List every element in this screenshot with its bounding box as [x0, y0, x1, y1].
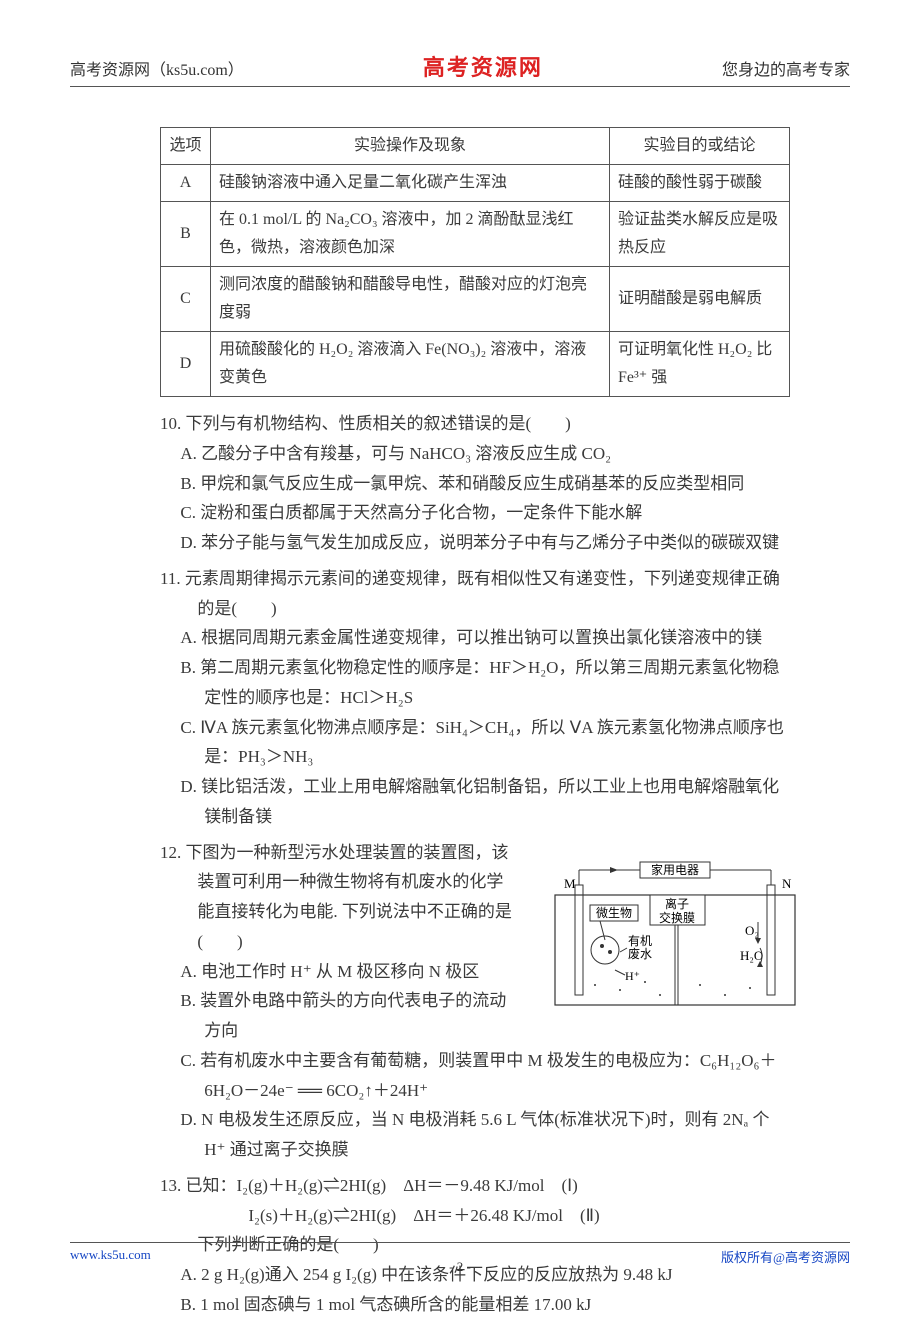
- q13-line2: I₂(s)＋H₂(g)⇌2HI(g) ΔH＝＋26.48 KJ/mol (Ⅱ): [160, 1201, 790, 1231]
- content: 选项 实验操作及现象 实验目的或结论 A 硅酸钠溶液中通入足量二氧化碳产生浑浊 …: [70, 127, 850, 1320]
- q12-A: A. 电池工作时 H⁺ 从 M 极区移向 N 极区: [160, 957, 520, 987]
- cell-op: 在 0.1 mol/L 的 Na₂CO₃ 溶液中，加 2 滴酚酞显浅红色，微热，…: [211, 202, 610, 267]
- q12-diagram: 家用电器 M N 离子 交换膜 微生物: [550, 860, 800, 1010]
- diagram-M-label: M: [564, 876, 576, 891]
- q12-B: B. 装置外电路中箭头的方向代表电子的流动方向: [160, 986, 520, 1046]
- q10-B: B. 甲烷和氯气反应生成一氯甲烷、苯和硝酸反应生成硝基苯的反应类型相同: [160, 469, 790, 499]
- cell-op: 用硫酸酸化的 H₂O₂ 溶液滴入 Fe(NO₃)₂ 溶液中，溶液变黄色: [211, 332, 610, 397]
- question-12: 12. 下图为一种新型污水处理装置的装置图，该装置可利用一种微生物将有机废水的化…: [160, 838, 790, 1165]
- th-result: 实验目的或结论: [610, 128, 790, 165]
- header-center: 高考资源网: [423, 50, 543, 82]
- svg-text:交换膜: 交换膜: [659, 910, 695, 925]
- q12-stem: 12. 下图为一种新型污水处理装置的装置图，该装置可利用一种微生物将有机废水的化…: [160, 838, 520, 957]
- cell-res: 硅酸的酸性弱于碳酸: [610, 165, 790, 202]
- table-head-row: 选项 实验操作及现象 实验目的或结论: [161, 128, 790, 165]
- diagram-Hplus: H⁺: [625, 969, 640, 983]
- q10-C: C. 淀粉和蛋白质都属于天然高分子化合物，一定条件下能水解: [160, 498, 790, 528]
- q11-D: D. 镁比铝活泼，工业上用电解熔融氧化铝制备铝，所以工业上也用电解熔融氧化镁制备…: [160, 772, 790, 832]
- diagram-waste2: 废水: [628, 946, 652, 961]
- svg-text:离子: 离子: [665, 896, 689, 911]
- cell-op: 硅酸钠溶液中通入足量二氧化碳产生浑浊: [211, 165, 610, 202]
- q12-D: D. N 电极发生还原反应，当 N 电极消耗 5.6 L 气体(标准状况下)时，…: [160, 1105, 790, 1165]
- footer-center: - 2 -: [70, 1259, 850, 1275]
- table-row: D 用硫酸酸化的 H₂O₂ 溶液滴入 Fe(NO₃)₂ 溶液中，溶液变黄色 可证…: [161, 332, 790, 397]
- q11-A: A. 根据同周期元素金属性递变规律，可以推出钠可以置换出氯化镁溶液中的镁: [160, 623, 790, 653]
- question-11: 11. 元素周期律揭示元素间的递变规律，既有相似性又有递变性，下列递变规律正确的…: [160, 564, 790, 832]
- header-left: 高考资源网（ks5u.com）: [70, 56, 244, 80]
- cell-res: 可证明氧化性 H₂O₂ 比 Fe³⁺ 强: [610, 332, 790, 397]
- th-option: 选项: [161, 128, 211, 165]
- cell-opt: A: [161, 165, 211, 202]
- header-right: 您身边的高考专家: [722, 56, 850, 80]
- q11-stem: 11. 元素周期律揭示元素间的递变规律，既有相似性又有递变性，下列递变规律正确的…: [160, 564, 790, 624]
- page-header: 高考资源网（ks5u.com） 高考资源网 您身边的高考专家: [70, 50, 850, 87]
- diagram-H2O: H₂O: [740, 948, 763, 963]
- th-operation: 实验操作及现象: [211, 128, 610, 165]
- diagram-O2: O₂: [745, 923, 759, 938]
- q10-D: D. 苯分子能与氢气发生加成反应，说明苯分子中有与乙烯分子中类似的碳碳双键: [160, 528, 790, 558]
- q11-B: B. 第二周期元素氢化物稳定性的顺序是：HF＞H₂O，所以第三周期元素氢化物稳定…: [160, 653, 790, 713]
- diagram-appliance-label: 家用电器: [651, 862, 699, 877]
- diagram-microbe-label: 微生物: [596, 906, 632, 920]
- diagram-N-label: N: [782, 876, 792, 891]
- cell-opt: D: [161, 332, 211, 397]
- q10-stem: 10. 下列与有机物结构、性质相关的叙述错误的是( ): [160, 409, 790, 439]
- diagram-waste1: 有机: [628, 934, 652, 948]
- cell-op: 测同浓度的醋酸钠和醋酸导电性，醋酸对应的灯泡亮度弱: [211, 267, 610, 332]
- cell-res: 证明醋酸是弱电解质: [610, 267, 790, 332]
- cell-opt: B: [161, 202, 211, 267]
- q10-A: A. 乙酸分子中含有羧基，可与 NaHCO₃ 溶液反应生成 CO₂: [160, 439, 790, 469]
- table-row: B 在 0.1 mol/L 的 Na₂CO₃ 溶液中，加 2 滴酚酞显浅红色，微…: [161, 202, 790, 267]
- q13-B: B. 1 mol 固态碘与 1 mol 气态碘所含的能量相差 17.00 kJ: [160, 1290, 790, 1320]
- q11-C: C. ⅣA 族元素氢化物沸点顺序是：SiH₄＞CH₄，所以 ⅤA 族元素氢化物沸…: [160, 713, 790, 773]
- q13-stem: 13. 已知：I₂(g)＋H₂(g)⇌2HI(g) ΔH＝－9.48 KJ/mo…: [160, 1171, 790, 1201]
- page-footer: www.ks5u.com - 2 - 版权所有@高考资源网: [70, 1242, 850, 1266]
- q12-C: C. 若有机废水中主要含有葡萄糖，则装置甲中 M 极发生的电极应为：C₆H₁₂O…: [160, 1046, 790, 1106]
- table-row: A 硅酸钠溶液中通入足量二氧化碳产生浑浊 硅酸的酸性弱于碳酸: [161, 165, 790, 202]
- question-10: 10. 下列与有机物结构、性质相关的叙述错误的是( ) A. 乙酸分子中含有羧基…: [160, 409, 790, 558]
- cell-res: 验证盐类水解反应是吸热反应: [610, 202, 790, 267]
- table-row: C 测同浓度的醋酸钠和醋酸导电性，醋酸对应的灯泡亮度弱 证明醋酸是弱电解质: [161, 267, 790, 332]
- cell-opt: C: [161, 267, 211, 332]
- experiment-table: 选项 实验操作及现象 实验目的或结论 A 硅酸钠溶液中通入足量二氧化碳产生浑浊 …: [160, 127, 790, 397]
